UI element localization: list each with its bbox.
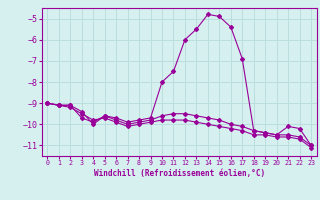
X-axis label: Windchill (Refroidissement éolien,°C): Windchill (Refroidissement éolien,°C)	[94, 169, 265, 178]
